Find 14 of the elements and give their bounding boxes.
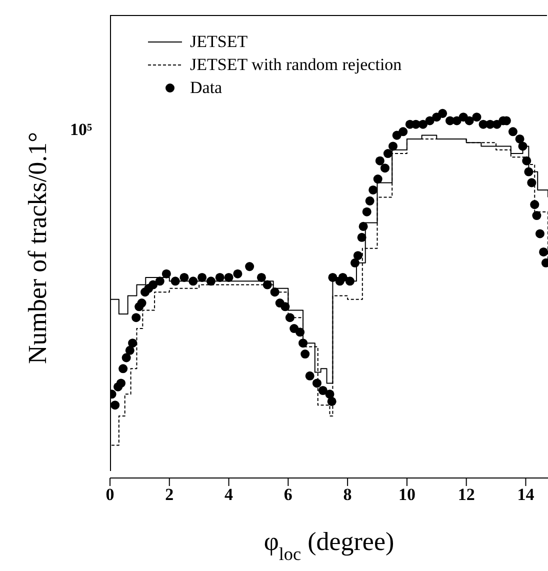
- x-tick-label: 4: [224, 485, 234, 504]
- text: 10⁵: [70, 120, 92, 140]
- y-axis-title: Number of tracks/0.1°: [23, 132, 53, 364]
- x-tick-label: 8: [343, 485, 352, 504]
- x-tick-label: 14: [517, 485, 535, 504]
- x-axis-title: φ$_{loc}$ (degree): [264, 527, 394, 564]
- x-tick-label: 0: [106, 485, 114, 504]
- x-tick-label: 2: [165, 485, 174, 504]
- x-tick-label: 12: [458, 485, 475, 504]
- legend-label: JETSET: [190, 31, 248, 53]
- legend-label: Data: [190, 77, 222, 99]
- x-tick-label: 10: [398, 485, 416, 504]
- x-tick-label: 6: [284, 485, 292, 504]
- legend-label: JETSET with random rejection: [190, 54, 402, 76]
